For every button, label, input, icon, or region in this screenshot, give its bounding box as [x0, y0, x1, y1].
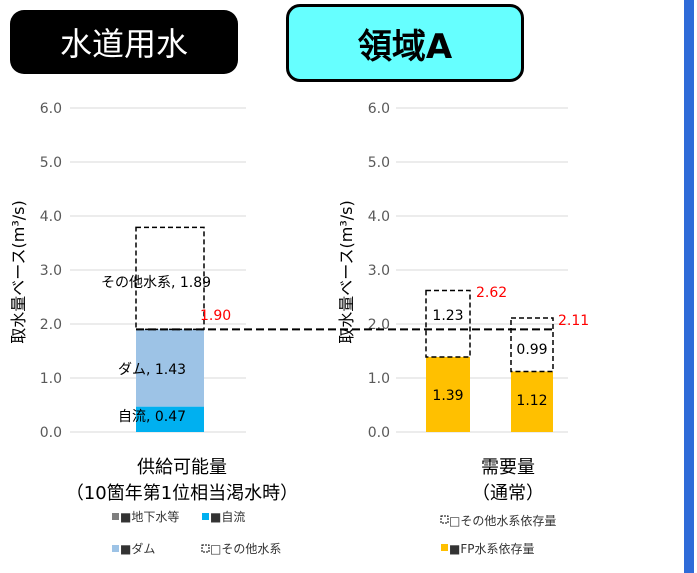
legend-other-dependency: □その他水系依存量 — [449, 513, 556, 528]
accent-bar — [684, 0, 694, 573]
label-other: その他水系, 1.89 — [101, 275, 211, 291]
right-tick-label: 5.0 — [368, 155, 390, 171]
label-natural: 自流, 0.47 — [118, 409, 186, 425]
right-y-ticks: 0.0 1.0 2.0 3.0 4.0 5.0 6.0 — [368, 101, 390, 441]
left-tick-label: 5.0 — [40, 155, 62, 171]
right-legend: □その他水系依存量 ■FP水系依存量 — [440, 513, 556, 556]
left-y-axis-label: 取水量ベース(m³/s) — [9, 200, 28, 343]
right-tick-label: 4.0 — [368, 209, 390, 225]
right-caption-2: （通常） — [472, 483, 544, 504]
right-bar-2-fp — [511, 371, 553, 432]
legend-groundwater: ■地下水等 — [120, 510, 179, 524]
left-tick-label: 3.0 — [40, 263, 62, 279]
legend-swatch-natural — [202, 513, 209, 520]
left-tick-label: 1.0 — [40, 371, 62, 387]
legend-fp-dependency: ■FP水系依存量 — [449, 541, 534, 556]
left-caption-1: 供給可能量 — [137, 457, 227, 478]
total-2-62: 2.62 — [476, 285, 507, 301]
label-fp-1: 1.39 — [432, 388, 463, 404]
left-bar-other — [135, 226, 205, 331]
badge-region-a: 領域A — [286, 4, 524, 82]
left-gridlines — [70, 107, 246, 433]
legend-swatch-other — [201, 544, 210, 553]
right-bar-1-fp — [426, 356, 470, 432]
annotation-1-90: 1.90 — [200, 308, 231, 324]
left-legend: ■地下水等 ■自流 ■ダム □その他水系 — [112, 510, 281, 556]
label-other-2: 0.99 — [516, 342, 547, 358]
label-other-1: 1.23 — [432, 308, 463, 324]
left-tick-label: 4.0 — [40, 209, 62, 225]
right-tick-label: 3.0 — [368, 263, 390, 279]
right-tick-label: 2.0 — [368, 317, 390, 333]
left-y-ticks: 0.0 1.0 2.0 3.0 4.0 5.0 6.0 — [40, 101, 62, 441]
right-tick-label: 0.0 — [368, 425, 390, 441]
legend-swatch-fp — [441, 544, 448, 551]
left-chart: 0.0 1.0 2.0 3.0 4.0 5.0 6.0 取水量ベース(m³/s) 自流, 0… — [9, 101, 298, 556]
right-caption-1: 需要量 — [481, 457, 535, 478]
total-2-11: 2.11 — [558, 313, 589, 329]
right-tick-label: 6.0 — [368, 101, 390, 117]
legend-swatch-other-dep — [440, 515, 449, 524]
right-bar-1-other — [425, 289, 471, 358]
right-bar-2-other — [510, 317, 554, 373]
left-tick-label: 0.0 — [40, 425, 62, 441]
left-caption-2: （10箇年第1位相当渇水時） — [66, 483, 298, 504]
legend-natural: ■自流 — [210, 510, 245, 524]
right-chart: 0.01.02.03.04.05.06.0 取水量ベース(m³/s) 1.39 … — [337, 101, 589, 556]
left-bar-natural — [136, 406, 204, 432]
legend-swatch-groundwater — [112, 513, 119, 520]
legend-swatch-dam — [112, 545, 119, 552]
left-tick-label: 6.0 — [40, 101, 62, 117]
label-fp-2: 1.12 — [516, 393, 547, 409]
left-bar-dam — [136, 329, 204, 407]
legend-other: □その他水系 — [210, 542, 281, 556]
left-tick-label: 2.0 — [40, 317, 62, 333]
label-dam: ダム, 1.43 — [118, 362, 186, 378]
badge-water-supply: 水道用水 — [10, 10, 238, 74]
right-tick-label: 1.0 — [368, 371, 390, 387]
right-y-axis-label: 取水量ベース(m³/s) — [337, 200, 356, 343]
legend-dam: ■ダム — [120, 541, 155, 556]
